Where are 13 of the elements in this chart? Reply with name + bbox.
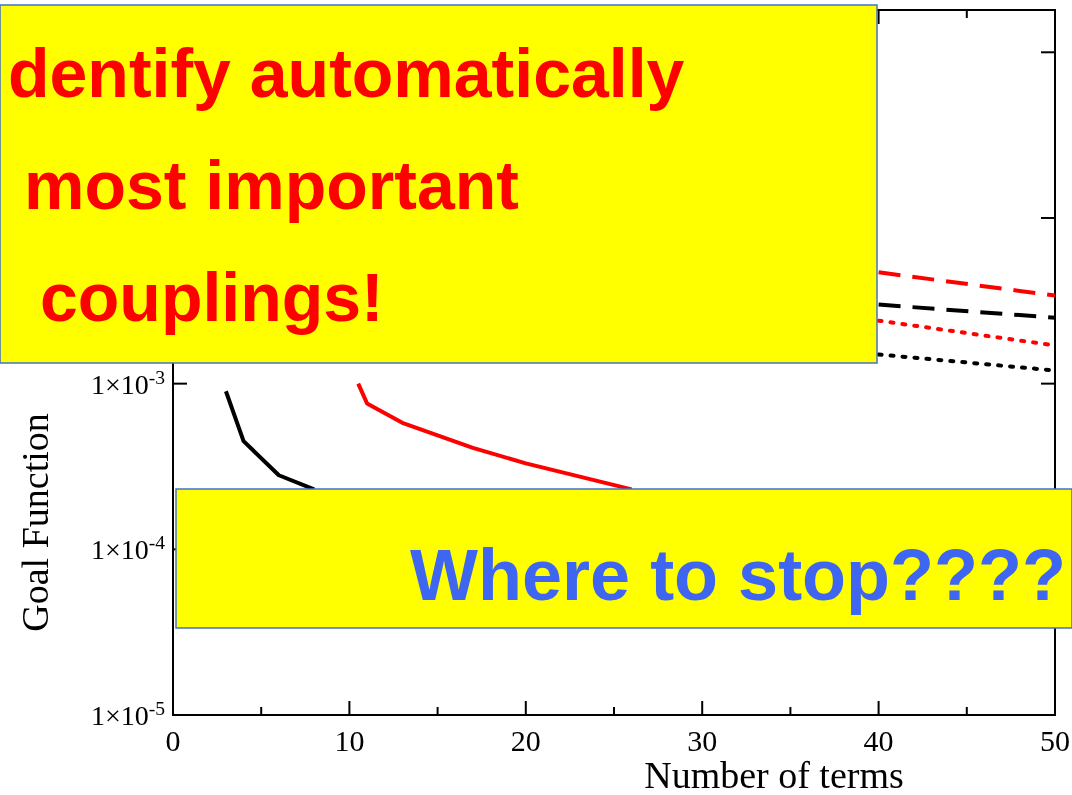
annotation: dentify automatically most important couplings! xyxy=(8,35,685,335)
x-tick-label: 40 xyxy=(863,724,894,757)
y-tick-label: 1×10$^{-5}$ xyxy=(90,697,166,731)
x-tick-label: 10 xyxy=(334,724,365,757)
x-tick-label: 0 xyxy=(165,724,181,757)
y-tick-label: 1×10$^{-3}$ xyxy=(90,366,166,400)
x-axis-title: Number of terms xyxy=(644,754,904,795)
y-axis-title: Goal Function xyxy=(14,413,56,632)
x-tick-label: 30 xyxy=(687,724,718,757)
x-tick-label: 50 xyxy=(1040,724,1070,757)
annotation: Where to stop???? xyxy=(410,535,1066,615)
y-tick-label: 1×10$^{-4}$ xyxy=(90,531,166,566)
x-tick-label: 20 xyxy=(510,724,541,757)
